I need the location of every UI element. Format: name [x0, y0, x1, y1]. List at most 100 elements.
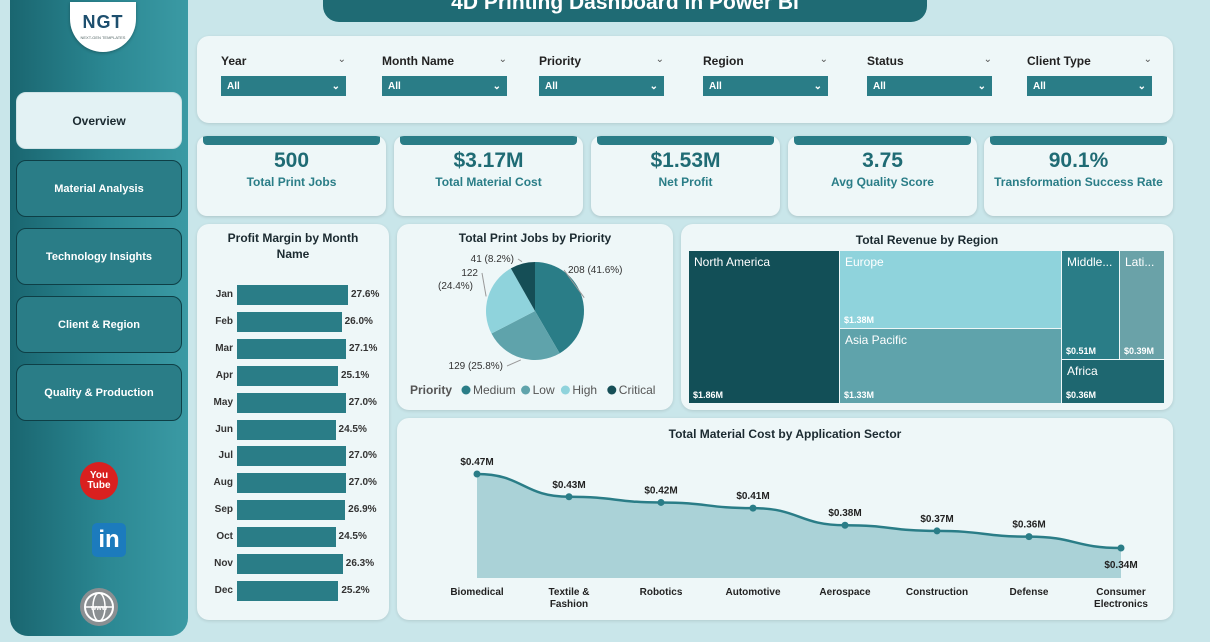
bar-row: Apr 25.1% — [197, 365, 387, 386]
tick-label: May — [213, 396, 233, 408]
slicer-month[interactable]: Month Name ⌄ All ⌄ — [382, 54, 507, 96]
nav-technology-insights[interactable]: Technology Insights — [16, 228, 182, 285]
data-label: 24.5% — [338, 531, 367, 543]
slicer-status[interactable]: Status ⌄ All ⌄ — [867, 54, 992, 96]
chevron-down-icon[interactable]: ⌄ — [983, 54, 992, 65]
slicer-dropdown[interactable]: All ⌄ — [382, 76, 507, 96]
slicer-priority[interactable]: Priority ⌄ All ⌄ — [539, 54, 664, 96]
area-chart: $0.47M $0.43M $0.42M $0.41M $0.38M $0.37M $0.3… — [460, 457, 1138, 578]
leader-line — [517, 258, 523, 263]
tick-label: Feb — [215, 315, 233, 327]
bar[interactable] — [237, 554, 343, 574]
chevron-down-icon[interactable]: ⌄ — [337, 54, 346, 65]
logo-subtitle: NEXT-GEN TEMPLATES — [80, 35, 126, 40]
tick-label: Mar — [215, 342, 233, 354]
bar[interactable] — [237, 419, 336, 440]
globe-icon[interactable]: www — [80, 588, 118, 626]
bar-row: Dec 25.2% — [197, 580, 387, 601]
kpi-label: Total Print Jobs — [246, 175, 337, 189]
treemap-tile-latin-america[interactable]: Lati... $0.39M — [1120, 251, 1164, 359]
kpi-net-profit: $1.53M Net Profit — [591, 136, 780, 216]
slicer-value: All — [545, 80, 558, 92]
treemap-tile-africa[interactable]: Africa $0.36M — [1062, 360, 1164, 403]
slicer-year[interactable]: Year ⌄ All ⌄ — [221, 54, 346, 96]
kpi-accent-bar — [400, 136, 577, 145]
pie-slice[interactable] — [535, 262, 584, 354]
data-point[interactable] — [1025, 533, 1033, 541]
slicer-region[interactable]: Region ⌄ All ⌄ — [703, 54, 828, 96]
tick-label: Jun — [215, 423, 233, 435]
data-label: 25.1% — [340, 369, 370, 381]
panel-title: Total Revenue by Region — [855, 233, 999, 247]
chevron-down-icon[interactable]: ⌄ — [655, 54, 664, 65]
bar[interactable] — [237, 285, 348, 305]
treemap-tile-label: Asia Pacific — [845, 333, 908, 347]
data-point[interactable] — [657, 498, 665, 506]
slicer-dropdown[interactable]: All ⌄ — [703, 76, 828, 96]
bar[interactable] — [237, 580, 339, 601]
x-tick-label: Consumer Electronics — [1094, 587, 1148, 610]
bar-row: May 27.0% — [197, 392, 387, 413]
data-point[interactable] — [473, 470, 481, 478]
kpi-accent-bar — [990, 136, 1167, 145]
x-tick-label: Defense — [1009, 587, 1049, 598]
treemap-tile-value: $1.33M — [844, 390, 875, 400]
legend-item[interactable]: Medium — [473, 383, 516, 397]
treemap-tile-value: $1.86M — [693, 390, 724, 400]
priority-pie-panel: Total Print Jobs by Priority 208 (41.6%)… — [397, 224, 673, 410]
data-label: $0.47M — [460, 457, 493, 468]
nav-client-region[interactable]: Client & Region — [16, 296, 182, 353]
treemap-tile-value: $0.39M — [1124, 346, 1155, 356]
bar[interactable] — [237, 365, 338, 386]
slicer-dropdown[interactable]: All ⌄ — [539, 76, 664, 96]
nav-overview[interactable]: Overview — [16, 92, 182, 149]
slicer-label: Month Name — [382, 54, 454, 68]
linkedin-icon[interactable]: in — [92, 523, 126, 557]
treemap-tile-europe[interactable]: Europe $1.38M — [840, 251, 1061, 328]
data-label: 27.1% — [348, 342, 378, 354]
data-point[interactable] — [841, 521, 849, 529]
treemap-tile-north-america[interactable]: North America $1.86M — [689, 251, 839, 403]
legend-item[interactable]: Low — [533, 383, 555, 397]
pie-slice[interactable] — [486, 268, 535, 334]
data-point[interactable] — [565, 493, 573, 501]
bar-row: Nov 26.3% — [197, 554, 387, 574]
chevron-down-icon[interactable]: ⌄ — [498, 54, 507, 65]
treemap-tile-label: Africa — [1067, 364, 1098, 378]
nav-quality-production[interactable]: Quality & Production — [16, 364, 182, 421]
pie-slice[interactable] — [510, 262, 535, 311]
treemap-tile-asia-pacific[interactable]: Asia Pacific $1.33M — [840, 329, 1061, 403]
nav-material-analysis[interactable]: Material Analysis — [16, 160, 182, 217]
bar[interactable] — [237, 311, 342, 332]
data-point[interactable] — [933, 527, 941, 535]
chevron-down-icon[interactable]: ⌄ — [1143, 54, 1152, 65]
slicer-client-type[interactable]: Client Type ⌄ All ⌄ — [1027, 54, 1152, 96]
chevron-down-icon: ⌄ — [813, 80, 822, 92]
legend-item[interactable]: High — [572, 383, 597, 397]
x-tick-label: Biomedical — [450, 587, 504, 598]
youtube-icon[interactable]: You Tube — [80, 462, 118, 500]
legend-swatch — [461, 385, 471, 395]
kpi-value: $1.53M — [650, 149, 721, 172]
data-point[interactable] — [749, 504, 757, 512]
bar[interactable] — [237, 473, 346, 494]
bar[interactable] — [237, 500, 346, 521]
data-label: 27.0% — [348, 450, 377, 462]
data-label: 24.5% — [338, 423, 367, 435]
bar[interactable] — [237, 392, 346, 413]
bar[interactable] — [237, 446, 346, 467]
data-label: 27.0% — [348, 396, 377, 408]
bar[interactable] — [237, 338, 346, 359]
treemap-tile-middle-east[interactable]: Middle... $0.51M — [1062, 251, 1119, 359]
slicer-dropdown[interactable]: All ⌄ — [1027, 76, 1152, 96]
leader-line — [563, 269, 585, 298]
legend-item[interactable]: Critical — [619, 383, 656, 397]
data-label: 129 (25.8%) — [449, 361, 503, 372]
treemap-tile-label: Lati... — [1125, 255, 1155, 269]
bar[interactable] — [237, 527, 336, 548]
slicer-dropdown[interactable]: All ⌄ — [221, 76, 346, 96]
slicer-dropdown[interactable]: All ⌄ — [867, 76, 992, 96]
pie-slice[interactable] — [491, 311, 560, 360]
data-point[interactable] — [1117, 544, 1125, 552]
chevron-down-icon[interactable]: ⌄ — [819, 54, 828, 65]
